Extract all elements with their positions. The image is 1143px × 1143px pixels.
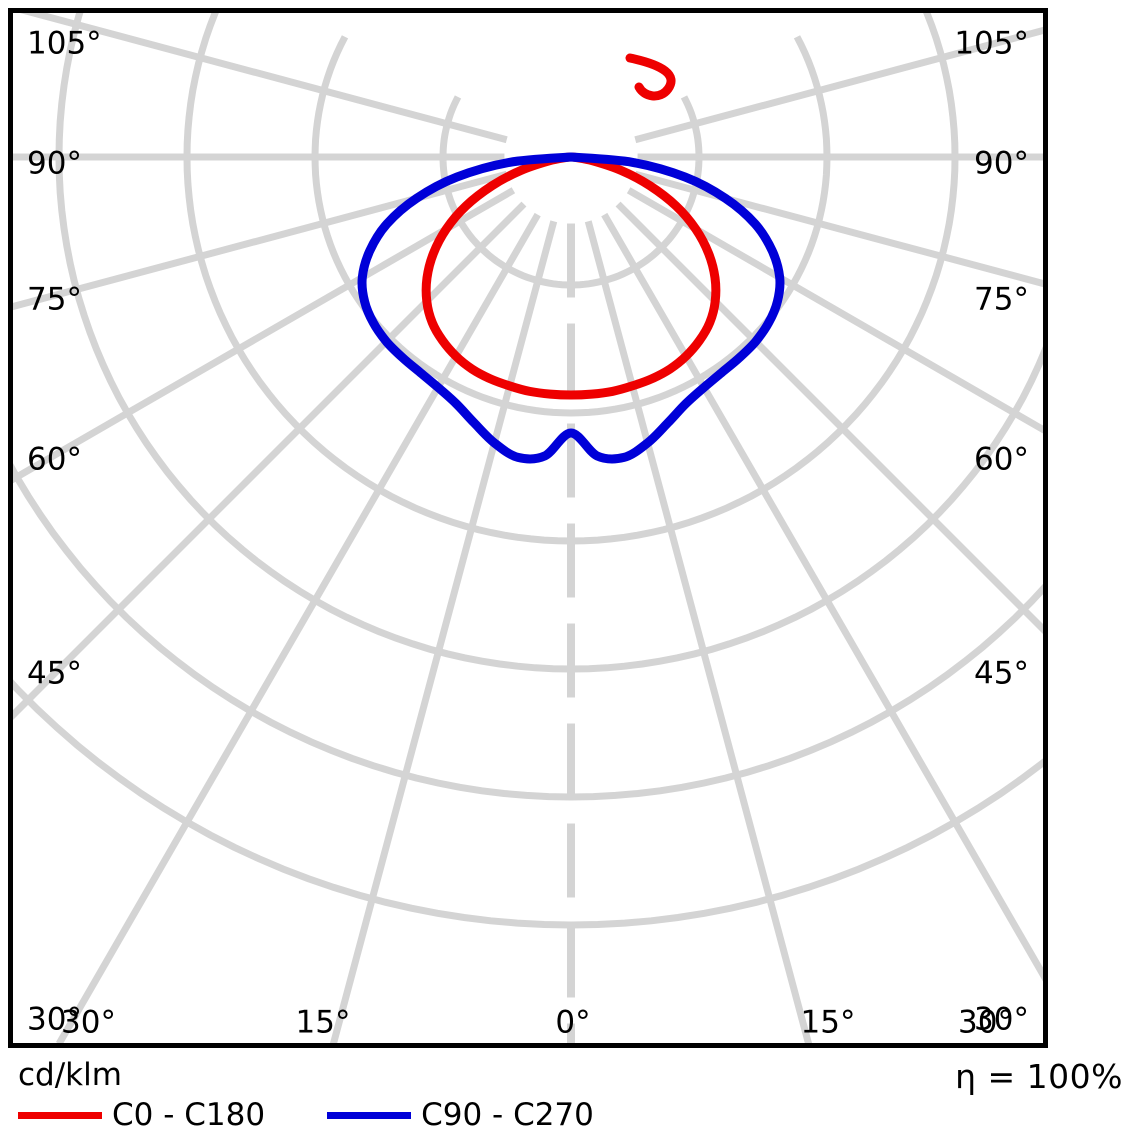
tick-right-3: 60° (974, 442, 1029, 478)
legend-swatch-blue (327, 1112, 412, 1119)
grid-spoke-105 (634, 26, 1043, 144)
legend-label-c0-c180: C0 - C180 (112, 1097, 266, 1133)
legend-entries: C0 - C180 C90 - C270 (18, 1100, 594, 1131)
tick-bottom-4: 30° (958, 1005, 1013, 1041)
axis-tick-labels: 105° 105°90° 90°75° 75°60° 60°45° 45°30° 30°30… (27, 26, 1029, 1041)
grid-spoke--75 (13, 170, 508, 311)
tick-bottom-1: 15° (296, 1005, 351, 1041)
chart-legend: cd/klm η = 100% C0 - C180 C90 - C270 (0, 1052, 1143, 1143)
grid-spoke--105 (20, 13, 508, 144)
grid-spoke-75 (634, 170, 1043, 288)
tick-right-5: 30° (974, 1002, 1029, 1038)
tick-right-2: 75° (974, 282, 1029, 318)
grid-spoke-60 (626, 187, 1043, 434)
grid-spoke--15 (329, 220, 558, 1043)
legend-item-c90-c270[interactable]: C90 - C270 (327, 1100, 594, 1131)
tick-right-0: 105° (954, 26, 1029, 62)
tick-left-0: 105° (27, 26, 102, 62)
legend-swatch-red (18, 1112, 102, 1119)
grid-spoke--45 (13, 201, 527, 720)
legend-item-c0-c180[interactable]: C0 - C180 (18, 1100, 265, 1131)
grid-spoke-45 (615, 201, 1043, 634)
tick-left-1: 90° (27, 146, 82, 182)
plot-frame: 105° 105° 90° 90° 75° 75° 60° 60° 45° 45° 30° 30° 30… (8, 8, 1048, 1048)
distribution-curves (357, 53, 785, 464)
curve-c90-c270 (357, 152, 785, 464)
tick-left-5: 30° (27, 1002, 82, 1038)
tick-bottom-2: 0° (555, 1005, 590, 1041)
grid-ring-2 (311, 35, 831, 417)
curve-c0-c180 (421, 152, 721, 400)
tick-right-4: 45° (974, 656, 1029, 692)
efficiency-label: η = 100% (955, 1057, 1123, 1096)
tick-left-2: 75° (27, 282, 82, 318)
tick-left-3: 60° (27, 442, 82, 478)
tick-right-1: 90° (974, 146, 1029, 182)
legend-label-c90-c270: C90 - C270 (421, 1097, 594, 1133)
tick-bottom-0: 30° (61, 1005, 116, 1041)
polar-plot: 105° 105°90° 90°75° 75°60° 60°45° 45°30° 30°30… (13, 13, 1043, 1043)
curve-c0-c180-hook (625, 53, 676, 101)
grid-ring-5 (13, 463, 1043, 801)
grid-spoke-15 (584, 220, 813, 1043)
grid-spoke--60 (13, 187, 516, 484)
tick-left-4: 45° (27, 656, 82, 692)
unit-label: cd/klm (18, 1057, 122, 1093)
tick-bottom-3: 15° (801, 1005, 856, 1041)
